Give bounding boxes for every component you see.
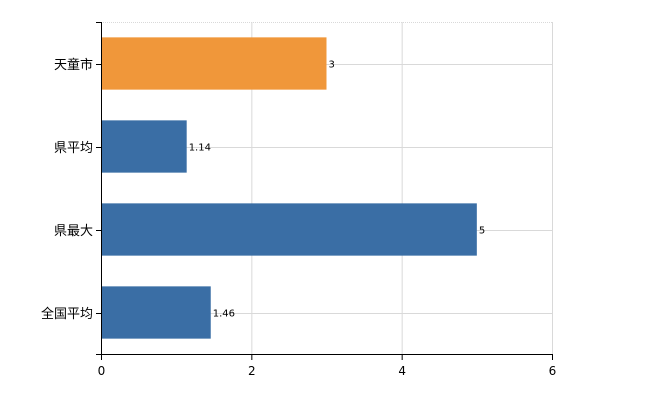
bar-0 (101, 37, 327, 90)
data-label: 5 (479, 226, 485, 237)
axes (96, 22, 553, 360)
bar-2 (101, 203, 477, 256)
x-tick-label: 6 (549, 364, 557, 378)
x-tick-label: 4 (398, 364, 406, 378)
data-label: 3 (329, 60, 335, 71)
x-tick-label: 0 (98, 364, 106, 378)
bars (101, 37, 477, 339)
category-label: 天童市 (54, 57, 93, 73)
category-label: 全国平均 (41, 306, 93, 322)
data-label: 1.46 (213, 309, 235, 320)
category-label: 県平均 (54, 141, 93, 156)
bar-1 (101, 120, 187, 173)
x-tick-label: 2 (248, 364, 256, 378)
category-label: 県最大 (54, 224, 93, 239)
data-label: 1.14 (189, 143, 211, 154)
bar-3 (101, 286, 211, 339)
